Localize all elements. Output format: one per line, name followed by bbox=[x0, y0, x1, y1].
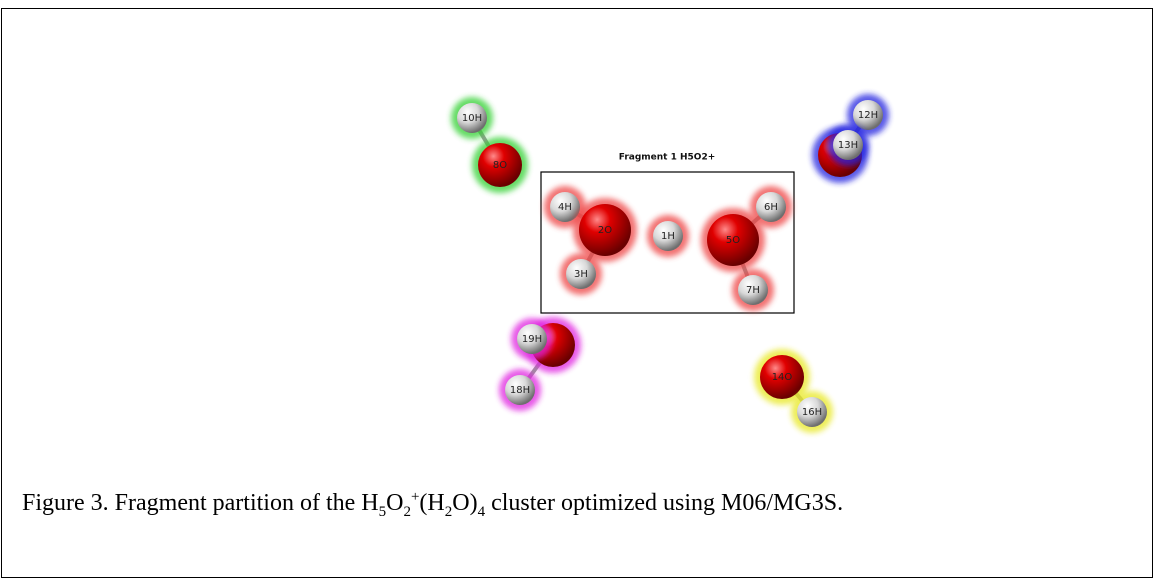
atom-label: 10H bbox=[462, 113, 482, 124]
caption: Figure 3. Fragment partition of the H5O2… bbox=[22, 489, 843, 521]
caption-text: cluster optimized using M06/MG3S. bbox=[485, 490, 843, 516]
atom-label: 8O bbox=[493, 160, 507, 171]
caption-text: O) bbox=[452, 490, 477, 516]
atom-label: 4H bbox=[558, 202, 572, 213]
caption-text: Figure 3. Fragment partition of the H bbox=[22, 490, 379, 516]
atom-label: 7H bbox=[746, 285, 760, 296]
atom-label: 5O bbox=[726, 235, 740, 246]
fragment-title: Fragment 1 H5O2+ bbox=[619, 153, 716, 163]
atom-label: 14O bbox=[772, 372, 793, 383]
atom-label: 12H bbox=[858, 110, 878, 121]
caption-sub: 5 bbox=[379, 504, 387, 520]
atom-label: 6H bbox=[764, 202, 778, 213]
caption-text: (H bbox=[419, 490, 444, 516]
atom-label: 19H bbox=[522, 334, 542, 345]
atom-label: 1H bbox=[661, 231, 675, 242]
atom-label: 18H bbox=[510, 385, 530, 396]
caption-text: O bbox=[386, 490, 403, 516]
atom-label: 13H bbox=[838, 140, 858, 151]
atom-label: 2O bbox=[598, 225, 612, 236]
page: Fragment 1 H5O2+ 10H 8O 12H 13H 4H 2O 3H 1H 5O 6H… bbox=[0, 0, 1156, 580]
caption-sub: 4 bbox=[478, 504, 486, 520]
caption-sub: 2 bbox=[403, 504, 411, 520]
atom-label: 16H bbox=[802, 407, 822, 418]
atom-label: 3H bbox=[574, 269, 588, 280]
